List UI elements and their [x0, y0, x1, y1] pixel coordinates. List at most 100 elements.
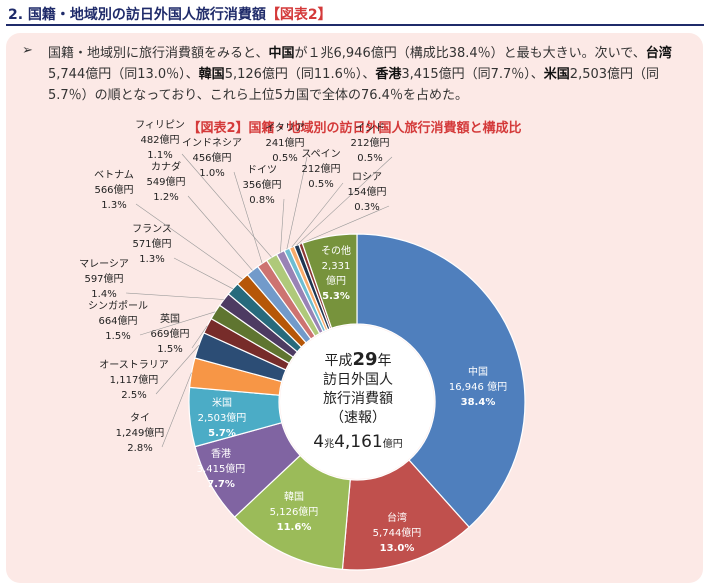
- slice-label-イタリア: 0.5%: [272, 153, 297, 164]
- slice-label-米国: 米国: [212, 396, 232, 409]
- center-total-b: 4,161: [334, 432, 383, 452]
- summary-segment: 米国: [543, 67, 570, 82]
- slice-label-スペイン: 0.5%: [308, 179, 333, 190]
- leader-line-英国: [191, 325, 208, 349]
- slice-label-フィリピン: 1.1%: [147, 150, 172, 161]
- slice-label-マレーシア: 597億円: [84, 272, 123, 285]
- slice-label-スペイン: スペイン: [301, 149, 340, 160]
- leader-line-イタリア: [286, 156, 308, 250]
- leader-line-フランス: [173, 257, 233, 290]
- summary-segment: 5,744億円（同13.0％）、: [48, 67, 199, 82]
- center-total: 4兆4,161億円: [288, 430, 428, 457]
- pie-slice-中国: [356, 233, 526, 528]
- bullet-arrow-icon: ➢: [22, 43, 33, 58]
- center-line-2: 訪日外国人: [323, 372, 393, 388]
- slice-label-英国: 英国: [160, 312, 180, 325]
- slice-label-韓国: 11.6%: [277, 522, 312, 533]
- slice-label-タイ: 1,249億円: [116, 426, 165, 439]
- title-underline: [6, 24, 704, 26]
- summary-segment: が１兆6,946億円（構成比38.4％）と最も大きい。次いで、: [294, 46, 646, 61]
- slice-label-ドイツ: 356億円: [242, 178, 281, 191]
- slice-label-韓国: 韓国: [284, 491, 304, 503]
- center-year-prefix: 平成: [324, 353, 353, 369]
- slice-label-ベトナム: 1.3%: [101, 200, 126, 211]
- slice-label-フィリピン: フィリピン: [135, 119, 185, 131]
- summary-text: 国籍・地域別に旅行消費額をみると、中国が１兆6,946億円（構成比38.4％）と…: [48, 43, 698, 106]
- slice-label-シンガポール: 664億円: [98, 314, 137, 327]
- slice-label-フランス: 571億円: [132, 237, 171, 250]
- slice-label-シンガポール: シンガポール: [88, 300, 148, 312]
- leader-line-ドイツ: [280, 198, 285, 253]
- leader-line-カナダ: [187, 195, 253, 271]
- slice-label-シンガポール: 1.5%: [105, 331, 130, 342]
- summary-segment: 3,415億円（同7.7％）、: [401, 67, 544, 82]
- slice-label-インドネシア: 1.0%: [199, 168, 224, 179]
- slice-label-その他: 億円: [326, 274, 346, 287]
- summary-segment: 2,503億円（同5.7％）の順となっており、これら上位5カ国で全体の76.4％…: [48, 67, 660, 103]
- slice-label-カナダ: 1.2%: [153, 192, 178, 203]
- slice-label-香港: 香港: [211, 448, 231, 460]
- slice-label-英国: 669億円: [150, 327, 189, 340]
- leader-line-インド: [296, 156, 393, 246]
- slice-label-中国: 38.4%: [461, 397, 496, 408]
- leader-line-フィリピン: [181, 153, 272, 258]
- slice-label-インド: 0.5%: [357, 153, 382, 164]
- slice-label-英国: 1.5%: [157, 344, 182, 355]
- leader-line-タイ: [161, 372, 192, 448]
- slice-label-フランス: 1.3%: [139, 254, 164, 265]
- slice-label-フィリピン: 482億円: [140, 133, 179, 146]
- slice-label-カナダ: 549億円: [146, 175, 185, 188]
- slice-label-インドネシア: 456億円: [192, 151, 231, 164]
- slice-label-マレーシア: 1.4%: [91, 289, 116, 300]
- slice-label-ベトナム: ベトナム: [94, 169, 134, 181]
- slice-label-台湾: 5,744億円: [373, 526, 422, 539]
- slice-label-その他: 5.3%: [322, 291, 350, 302]
- slice-label-オーストラリア: 1,117億円: [110, 373, 159, 386]
- summary-segment: 台湾: [645, 46, 672, 61]
- slice-label-インドネシア: インドネシア: [182, 137, 242, 149]
- slice-label-台湾: 13.0%: [380, 543, 415, 554]
- slice-label-その他: その他: [321, 244, 351, 257]
- center-year-suffix: 年: [377, 353, 392, 369]
- slice-label-ドイツ: ドイツ: [247, 165, 277, 176]
- slice-label-香港: 3,415億円: [197, 462, 246, 475]
- slice-label-フランス: フランス: [132, 223, 172, 235]
- slice-label-オーストラリア: 2.5%: [121, 390, 146, 401]
- center-line-4: （速報）: [330, 410, 386, 426]
- leader-line-インドネシア: [233, 171, 263, 264]
- slice-label-マレーシア: マレーシア: [79, 259, 129, 270]
- center-total-a: 4: [313, 432, 325, 452]
- slice-label-ドイツ: 0.8%: [249, 195, 274, 206]
- pie-slice-その他: [301, 233, 358, 330]
- slice-label-カナダ: カナダ: [151, 160, 181, 173]
- slice-label-香港: 7.7%: [207, 479, 235, 490]
- slice-label-イタリア: イタリア: [265, 122, 305, 134]
- slice-label-タイ: タイ: [130, 412, 150, 424]
- leader-line-シンガポール: [139, 311, 216, 336]
- slice-label-韓国: 5,126億円: [270, 505, 319, 518]
- slice-label-イタリア: 241億円: [265, 136, 304, 149]
- slice-label-台湾: 台湾: [387, 511, 407, 524]
- center-total-a-unit: 兆: [324, 439, 335, 450]
- slice-label-中国: 中国: [468, 365, 488, 378]
- chart-title: 【図表2】国籍・地域別の訪日外国人旅行消費額と構成比: [187, 121, 522, 136]
- leader-line-マレーシア: [125, 292, 224, 300]
- section-title: 2. 国籍・地域別の訪日外国人旅行消費額【図表2】: [8, 4, 332, 24]
- summary-segment: 韓国: [198, 67, 225, 82]
- slice-label-その他: 2,331: [322, 261, 351, 272]
- slice-label-米国: 2,503億円: [198, 411, 247, 424]
- slice-label-ベトナム: 566億円: [94, 183, 133, 196]
- center-year: 29: [352, 349, 378, 370]
- summary-segment: 香港: [375, 67, 402, 82]
- center-total-b-unit: 億円: [382, 439, 403, 450]
- donut-center: [280, 325, 434, 479]
- chart-center-label: 平成29年 訪日外国人 旅行消費額 （速報） 4兆4,161億円: [288, 350, 428, 457]
- center-line-3: 旅行消費額: [323, 391, 393, 407]
- slice-label-米国: 5.7%: [208, 428, 236, 439]
- leader-line-スペイン: [291, 182, 344, 248]
- slice-label-ロシア: 0.3%: [354, 202, 379, 213]
- slice-label-タイ: 2.8%: [127, 443, 152, 454]
- slice-label-ロシア: ロシア: [352, 172, 382, 183]
- center-year-line: 平成29年: [288, 350, 428, 371]
